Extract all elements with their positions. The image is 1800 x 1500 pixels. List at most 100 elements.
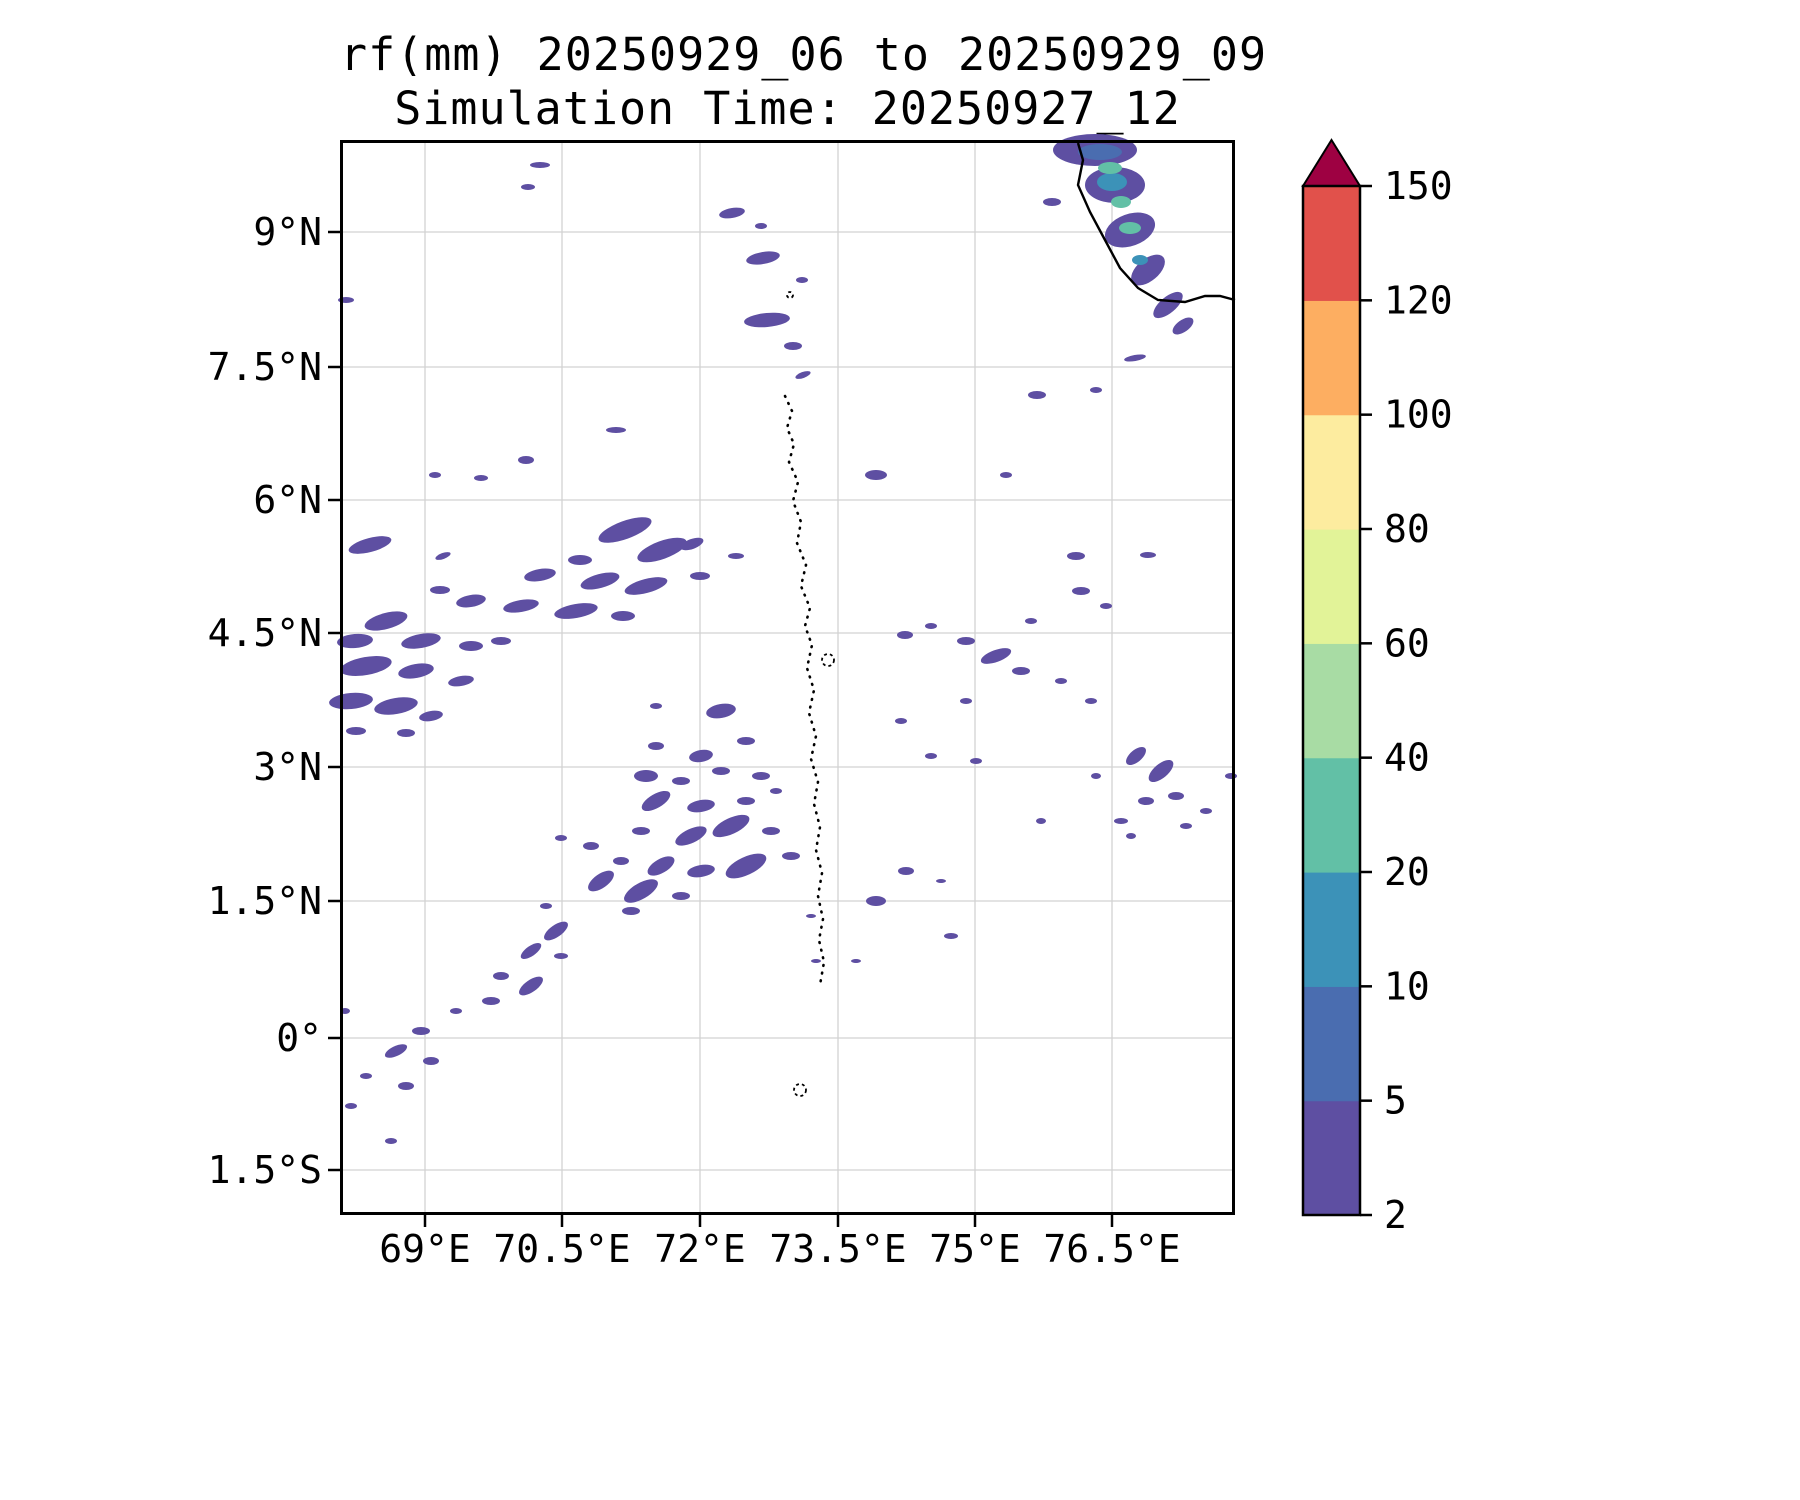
rain-cell <box>1091 773 1101 779</box>
x-tick-label: 73.5°E <box>769 1227 907 1271</box>
rain-cell <box>606 427 626 433</box>
rain-cell <box>980 648 1012 664</box>
rain-cell <box>598 517 652 543</box>
rain-cell <box>1138 797 1154 805</box>
rain-cell <box>1168 792 1184 800</box>
rain-cell <box>580 572 620 590</box>
rain-cell <box>1025 618 1037 624</box>
rain-cell <box>503 599 539 613</box>
rain-cell <box>398 663 434 679</box>
rain-cell <box>340 656 392 676</box>
rain-cell <box>1200 808 1212 814</box>
rain-cell <box>1180 823 1192 829</box>
rain-cell <box>1097 173 1127 191</box>
rain-cell <box>851 959 861 963</box>
rain-cell <box>737 797 755 805</box>
rain-cell <box>456 594 486 608</box>
x-tick-label: 69°E <box>379 1227 471 1271</box>
rain-cell <box>360 1073 372 1079</box>
rain-cell <box>450 1008 462 1014</box>
rain-cell <box>385 1138 397 1144</box>
rain-cell <box>897 631 913 639</box>
rain-cell <box>647 856 675 876</box>
rain-cell <box>530 162 550 168</box>
rain-cell <box>1225 773 1237 779</box>
rain-cell <box>554 603 598 619</box>
rain-cell <box>346 727 366 735</box>
rain-cell <box>555 835 567 841</box>
map-plot-area <box>328 134 1237 1227</box>
rain-cell <box>448 675 474 687</box>
rain-cell <box>796 277 808 283</box>
rain-cell <box>384 1044 408 1058</box>
rain-cell <box>865 470 887 480</box>
colorbar-segment <box>1303 986 1360 1102</box>
rain-cell <box>1000 472 1012 478</box>
rain-cell <box>898 867 914 875</box>
rain-cell <box>672 777 690 785</box>
rain-cell <box>613 857 629 865</box>
rain-cell <box>634 770 658 782</box>
colorbar-outline <box>1301 184 1362 1217</box>
rain-cell <box>762 827 780 835</box>
rain-cell <box>1100 603 1112 609</box>
rain-cell <box>374 697 418 715</box>
rain-cell <box>1126 747 1146 765</box>
y-tick-label: 1.5°N <box>207 879 322 923</box>
rain-cell <box>1140 552 1156 558</box>
rain-cell <box>632 827 650 835</box>
x-tick-label: 75°E <box>929 1227 1021 1271</box>
rain-cell <box>624 879 658 903</box>
x-tick-label: 76.5°E <box>1043 1227 1181 1271</box>
plot-title-line2: Simulation Time: 20250927_12 <box>394 82 1181 135</box>
colorbar-segment <box>1303 414 1360 530</box>
rain-cell <box>752 772 770 780</box>
rain-cell <box>672 892 690 900</box>
y-tick-label: 4.5°N <box>207 611 322 655</box>
island-atoll-outline <box>821 653 835 667</box>
rain-cell <box>806 914 816 918</box>
rain-cell <box>637 537 687 563</box>
rain-cell <box>364 611 408 631</box>
colorbar-tick-label: 10 <box>1384 964 1430 1008</box>
rain-cell <box>1090 387 1102 393</box>
rain-cell <box>1153 291 1183 319</box>
rain-cell <box>482 997 500 1005</box>
rain-cell <box>1055 678 1067 684</box>
island-atoll-outline <box>793 1083 807 1097</box>
colorbar-tick-label: 40 <box>1384 736 1430 780</box>
rain-cell <box>970 758 982 764</box>
rain-cell <box>770 788 782 794</box>
rain-cell <box>675 826 707 846</box>
rain-cell <box>429 472 441 478</box>
rain-cell <box>690 572 710 580</box>
rain-cell <box>345 1103 357 1109</box>
rain-cell <box>648 742 664 750</box>
rain-cell <box>1126 833 1136 839</box>
rain-cell <box>936 879 946 883</box>
rain-cell <box>491 637 511 645</box>
rain-cell <box>641 790 671 812</box>
rain-cell <box>795 371 811 379</box>
rain-cell <box>706 703 736 719</box>
rain-cell <box>728 553 744 559</box>
rain-cell <box>1148 759 1174 783</box>
colorbar-tick-label: 150 <box>1384 164 1453 208</box>
rain-cell <box>397 729 415 737</box>
rain-cell <box>1119 222 1141 234</box>
rain-cell <box>944 933 958 939</box>
rain-cell <box>540 903 552 909</box>
colorbar-over-arrow <box>1301 138 1362 187</box>
rain-cells-layer <box>329 134 1237 1144</box>
island-chain-dotted <box>783 394 826 987</box>
rain-cell <box>521 184 535 190</box>
y-tick-label: 7.5°N <box>207 345 322 389</box>
colorbar-tick-label: 2 <box>1384 1193 1407 1237</box>
rain-cell <box>687 864 715 878</box>
colorbar-segment <box>1303 872 1360 987</box>
colorbar-tick-label: 80 <box>1384 507 1430 551</box>
colorbar: 2 5 10 20 40 60 80 100 120 150 <box>1301 138 1453 1237</box>
rain-cell <box>784 342 802 350</box>
colorbar-tick-label: 20 <box>1384 850 1430 894</box>
rain-cell <box>650 703 662 709</box>
